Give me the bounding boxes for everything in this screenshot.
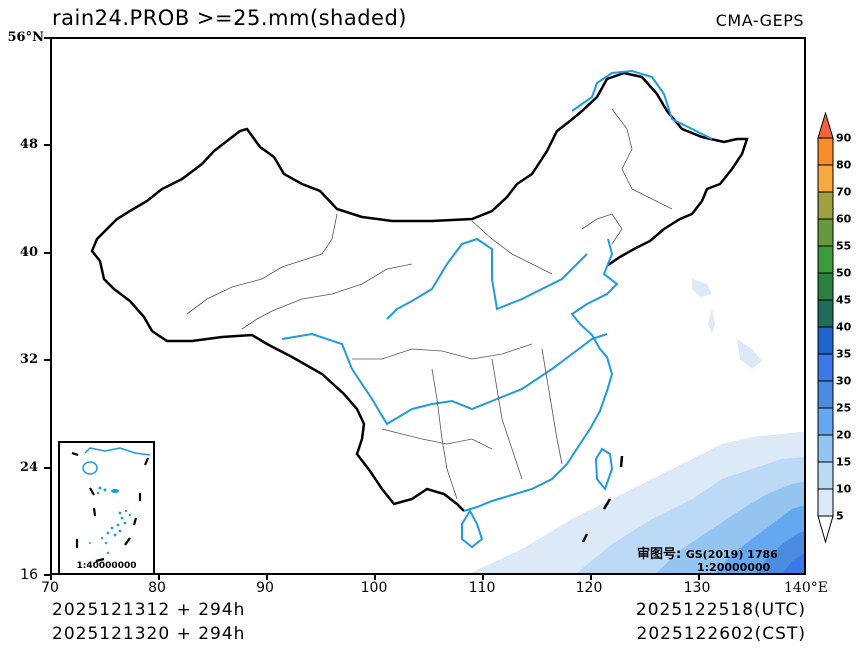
y-tick-label-16: 16 bbox=[20, 567, 38, 583]
y-tick bbox=[44, 37, 50, 39]
y-tick-label-40: 40 bbox=[19, 245, 38, 260]
colorbar-label-80: 80 bbox=[836, 158, 852, 172]
colorbar-label-5: 5 bbox=[836, 509, 844, 523]
colorbar-label-55: 55 bbox=[836, 239, 852, 253]
province-border bbox=[381, 428, 493, 450]
x-tick bbox=[158, 575, 160, 580]
x-tick-label-70: 70 bbox=[41, 580, 59, 596]
y-tick-label-56: 56°N bbox=[7, 30, 44, 45]
province-border bbox=[431, 368, 458, 500]
approval-label: 审图号: bbox=[637, 547, 682, 562]
amur-river bbox=[571, 69, 713, 140]
national-border-west bbox=[90, 163, 465, 512]
y-tick bbox=[44, 467, 50, 469]
model-source-label: CMA-GEPS bbox=[715, 11, 804, 30]
y-tick bbox=[44, 574, 50, 576]
x-tick bbox=[590, 575, 592, 580]
coastline bbox=[463, 238, 619, 512]
x-tick-label-140: 140°E bbox=[784, 580, 828, 596]
province-border bbox=[491, 358, 523, 480]
colorbar bbox=[817, 112, 834, 544]
x-tick-label-100: 100 bbox=[360, 580, 388, 596]
taiwan-island bbox=[594, 447, 614, 492]
x-tick bbox=[482, 575, 484, 580]
colorbar-label-15: 15 bbox=[836, 455, 852, 469]
colorbar-label-50: 50 bbox=[836, 266, 852, 280]
province-border bbox=[352, 343, 533, 360]
x-tick bbox=[698, 575, 700, 580]
x-tick-label-80: 80 bbox=[148, 580, 166, 596]
approval-code: GS(2019) 1786 bbox=[685, 548, 778, 561]
colorbar-label-60: 60 bbox=[836, 212, 852, 226]
map-approval-number: 审图号: GS(2019) 1786 bbox=[637, 543, 778, 562]
x-tick-label-90: 90 bbox=[256, 580, 274, 596]
colorbar-label-40: 40 bbox=[836, 320, 852, 334]
valid-time-utc: 2025122518(UTC) bbox=[635, 600, 806, 620]
colorbar-label-35: 35 bbox=[836, 347, 852, 361]
inset-scale-label: 1:40000000 bbox=[76, 561, 137, 571]
province-border bbox=[241, 263, 413, 330]
x-tick-label-110: 110 bbox=[468, 580, 496, 596]
colorbar-label-45: 45 bbox=[836, 293, 852, 307]
init-time-cst: 2025121320 + 294h bbox=[52, 624, 246, 644]
hainan-island bbox=[461, 508, 484, 549]
valid-time-cst: 2025122602(CST) bbox=[636, 624, 806, 644]
y-tick bbox=[44, 144, 50, 146]
colorbar-label-10: 10 bbox=[836, 482, 852, 496]
province-border bbox=[581, 213, 623, 245]
south-china-sea-inset: 1:40000000 bbox=[58, 441, 155, 573]
y-tick bbox=[44, 359, 50, 361]
province-border bbox=[541, 348, 563, 465]
province-border bbox=[186, 213, 338, 315]
chart-title: rain24.PROB >=25.mm(shaded) bbox=[52, 6, 407, 30]
province-border bbox=[611, 108, 673, 210]
inset-map bbox=[71, 447, 151, 563]
y-tick bbox=[44, 252, 50, 254]
province-border bbox=[471, 220, 553, 275]
colorbar-label-20: 20 bbox=[836, 428, 852, 442]
precip-shading bbox=[470, 279, 804, 573]
init-time-utc: 2025121312 + 294h bbox=[52, 600, 246, 620]
main-map-scale-label: 1:20000000 bbox=[697, 561, 771, 574]
national-border bbox=[201, 71, 749, 267]
yangtze-river bbox=[281, 332, 608, 426]
y-tick-label-48: 48 bbox=[19, 137, 38, 152]
x-tick bbox=[266, 575, 268, 580]
x-tick bbox=[374, 575, 376, 580]
y-tick-label-32: 32 bbox=[19, 352, 38, 367]
x-tick bbox=[50, 575, 52, 580]
china-map bbox=[90, 69, 804, 573]
map-plot-area: 1:40000000 bbox=[50, 37, 806, 575]
colorbar-label-70: 70 bbox=[836, 185, 852, 199]
x-tick-label-130: 130 bbox=[683, 580, 711, 596]
colorbar-label-25: 25 bbox=[836, 401, 852, 415]
colorbar-label-90: 90 bbox=[836, 131, 852, 145]
y-tick-label-24: 24 bbox=[19, 460, 38, 475]
x-tick-label-120: 120 bbox=[575, 580, 603, 596]
yellow-river bbox=[386, 237, 588, 320]
colorbar-label-30: 30 bbox=[836, 374, 852, 388]
